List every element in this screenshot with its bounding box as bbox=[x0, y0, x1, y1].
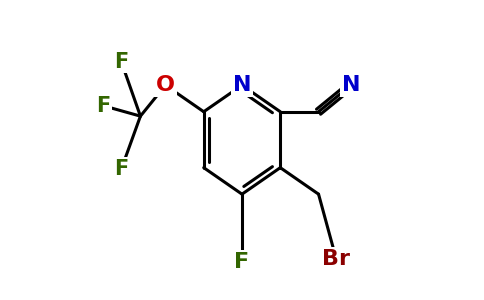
Text: F: F bbox=[114, 52, 128, 72]
Text: Br: Br bbox=[322, 249, 350, 269]
Text: F: F bbox=[114, 159, 128, 179]
Text: F: F bbox=[234, 252, 250, 272]
Text: O: O bbox=[156, 75, 175, 95]
Text: F: F bbox=[96, 96, 111, 116]
Text: N: N bbox=[233, 75, 251, 95]
Text: N: N bbox=[342, 75, 360, 95]
